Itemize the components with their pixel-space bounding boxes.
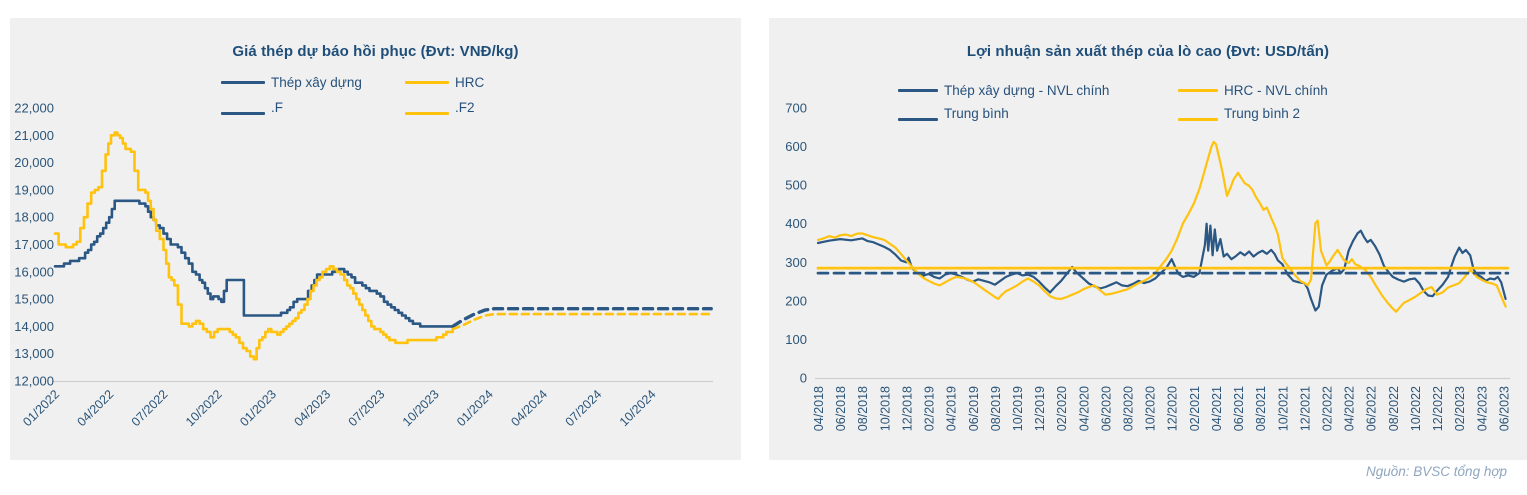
y-tick-label: 21,000 bbox=[14, 128, 54, 143]
x-tick-label: 04/2019 bbox=[945, 386, 959, 431]
x-tick-label: 01/2023 bbox=[237, 387, 279, 429]
x-tick-label: 10/2022 bbox=[1409, 386, 1423, 431]
x-tick-label: 02/2021 bbox=[1188, 386, 1202, 431]
y-tick-label: 22,000 bbox=[14, 101, 54, 116]
x-tick-label: 04/2018 bbox=[812, 386, 826, 431]
x-tick-label: 04/2022 bbox=[75, 387, 117, 429]
x-tick-label: 10/2024 bbox=[617, 387, 659, 429]
right-chart-title: Lợi nhuận sản xuất thép của lò cao (Đvt:… bbox=[966, 43, 1330, 61]
x-tick-label: 08/2018 bbox=[856, 386, 870, 431]
x-tick-label: 10/2018 bbox=[878, 386, 892, 431]
x-tick-label: 12/2019 bbox=[1033, 386, 1047, 431]
x-tick-label: 12/2021 bbox=[1298, 386, 1312, 431]
x-tick-label: 08/2021 bbox=[1254, 386, 1268, 431]
y-tick-label: 14,000 bbox=[14, 319, 54, 334]
x-tick-label: 10/2020 bbox=[1144, 386, 1158, 431]
x-tick-label: 07/2024 bbox=[563, 387, 605, 429]
y-tick-label: 19,000 bbox=[14, 182, 54, 197]
x-tick-label: 04/2023 bbox=[1475, 386, 1489, 431]
source-note: Nguồn: BVSC tổng hợp bbox=[1366, 464, 1507, 479]
right-chart-plot: 0 100 200 300 400 500 600 700 04/2018 06/2018 08/2… bbox=[785, 101, 1511, 432]
x-tick-label: 10/2022 bbox=[183, 387, 225, 429]
x-tick-label: 02/2019 bbox=[923, 386, 937, 431]
x-tick-label: 02/2022 bbox=[1320, 386, 1334, 431]
y-tick-label: 12,000 bbox=[14, 374, 54, 389]
x-tick-label: 07/2023 bbox=[346, 387, 388, 429]
series-hrc-nvl-chinh bbox=[816, 140, 1507, 313]
series-hrc bbox=[53, 131, 454, 361]
x-tick-label: 06/2022 bbox=[1365, 386, 1379, 431]
x-tick-label: 04/2023 bbox=[291, 387, 333, 429]
series-f2 bbox=[451, 312, 713, 331]
x-tick-label: 02/2023 bbox=[1453, 386, 1467, 431]
x-tick-label: 08/2022 bbox=[1387, 386, 1401, 431]
x-tick-label: 06/2020 bbox=[1099, 386, 1113, 431]
x-tick-label: 07/2022 bbox=[129, 387, 171, 429]
y-tick-label: 200 bbox=[785, 293, 807, 308]
left-chart-panel: Giá thép dự báo hồi phục (Đvt: VNĐ/kg) 1… bbox=[10, 18, 741, 460]
x-tick-label: 10/2021 bbox=[1276, 386, 1290, 431]
x-tick-label: 10/2023 bbox=[400, 387, 442, 429]
y-tick-label: 100 bbox=[785, 332, 807, 347]
x-tick-label: 04/2020 bbox=[1077, 386, 1091, 431]
x-tick-label: 04/2022 bbox=[1343, 386, 1357, 431]
y-tick-label: 500 bbox=[785, 178, 807, 193]
y-tick-label: 17,000 bbox=[14, 237, 54, 252]
x-tick-label: 12/2018 bbox=[900, 386, 914, 431]
left-chart-title: Giá thép dự báo hồi phục (Đvt: VNĐ/kg) bbox=[232, 43, 519, 61]
x-tick-label: 06/2019 bbox=[967, 386, 981, 431]
x-tick-label: 06/2018 bbox=[834, 386, 848, 431]
series-f bbox=[451, 307, 713, 329]
x-tick-label: 02/2020 bbox=[1055, 386, 1069, 431]
x-tick-label: 06/2021 bbox=[1232, 386, 1246, 431]
x-tick-label: 08/2019 bbox=[989, 386, 1003, 431]
x-tick-label: 04/2024 bbox=[508, 387, 550, 429]
y-tick-label: 0 bbox=[800, 371, 807, 386]
x-tick-label: 08/2020 bbox=[1122, 386, 1136, 431]
left-chart-plot: 12,000 13,000 14,000 15,000 16,000 17,000 18,0… bbox=[14, 101, 713, 429]
x-tick-label: 12/2020 bbox=[1166, 386, 1180, 431]
x-tick-label: 10/2019 bbox=[1011, 386, 1025, 431]
x-tick-label: 04/2021 bbox=[1210, 386, 1224, 431]
y-tick-label: 20,000 bbox=[14, 155, 54, 170]
x-tick-label: 01/2022 bbox=[20, 387, 62, 429]
y-tick-label: 300 bbox=[785, 255, 807, 270]
x-tick-label: 06/2023 bbox=[1497, 386, 1511, 431]
y-tick-label: 15,000 bbox=[14, 292, 54, 307]
series-thep-xay-dung bbox=[53, 199, 454, 328]
right-chart-panel: Lợi nhuận sản xuất thép của lò cao (Đvt:… bbox=[769, 18, 1527, 460]
y-tick-label: 13,000 bbox=[14, 346, 54, 361]
y-tick-label: 400 bbox=[785, 216, 807, 231]
y-tick-label: 18,000 bbox=[14, 210, 54, 225]
x-tick-label: 12/2022 bbox=[1431, 386, 1445, 431]
x-tick-label: 01/2024 bbox=[454, 387, 496, 429]
y-tick-label: 16,000 bbox=[14, 264, 54, 279]
y-tick-label: 700 bbox=[785, 101, 807, 116]
y-tick-label: 600 bbox=[785, 139, 807, 154]
